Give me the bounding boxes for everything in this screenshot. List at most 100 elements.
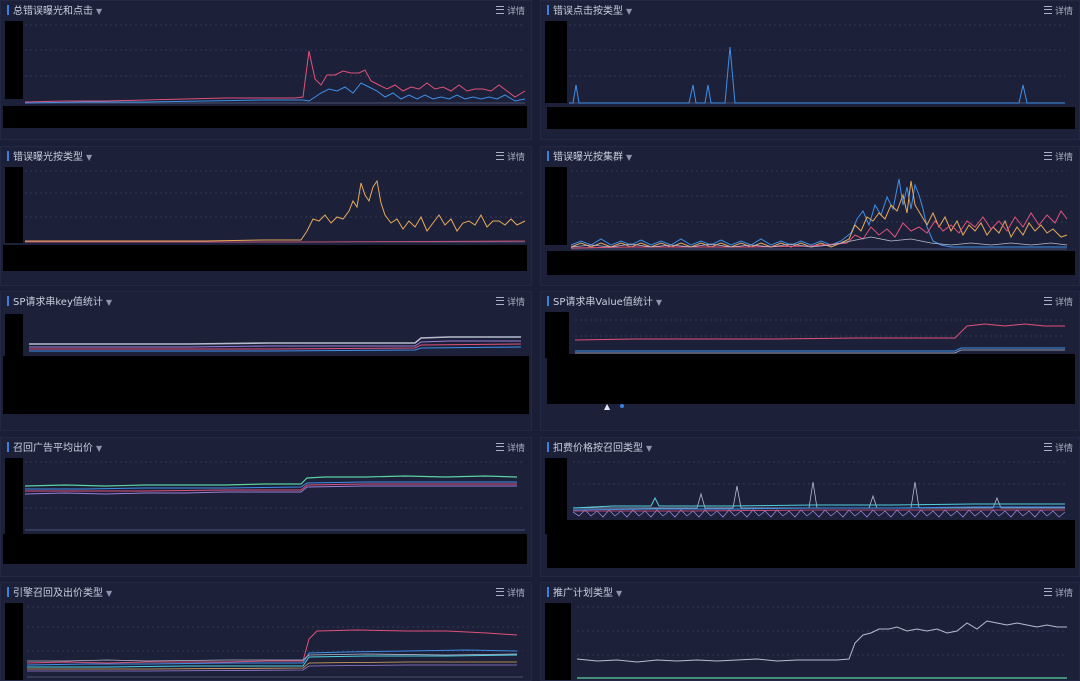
title-accent-bar (7, 587, 9, 597)
pagination-indicator[interactable]: ▲ (604, 401, 625, 413)
detail-button[interactable]: 详情 (495, 441, 525, 457)
panel-engine-recall-bid-type: 引擎召回及出价类型 ▼ 详情 (0, 582, 532, 681)
detail-button[interactable]: 详情 (1043, 295, 1073, 311)
detail-button[interactable]: 详情 (1043, 586, 1073, 602)
series-line-grey (575, 349, 1065, 354)
series-line-red (25, 240, 526, 243)
chevron-down-icon[interactable]: ▼ (616, 589, 623, 598)
panel-title[interactable]: 召回广告平均出价 ▼ (7, 441, 102, 457)
series-line-red (25, 483, 517, 492)
redacted-x-axis (547, 251, 1075, 275)
chart-plot (24, 24, 526, 104)
chart-plot (570, 170, 1068, 250)
title-accent-bar (547, 587, 549, 597)
detail-label: 详情 (1054, 298, 1073, 308)
redacted-y-axis (545, 312, 569, 358)
chevron-down-icon[interactable]: ▼ (86, 153, 93, 162)
series-line-purple (572, 509, 1066, 518)
redacted-y-axis (545, 603, 571, 680)
page-dot-icon[interactable] (620, 404, 625, 408)
panel-title-text: 错误曝光按类型 (13, 152, 83, 163)
chart-plot (572, 461, 1066, 518)
panel-title[interactable]: SP请求串Value值统计 ▼ (547, 295, 662, 311)
series-line-purple (24, 485, 517, 495)
detail-button[interactable]: 详情 (495, 150, 525, 166)
menu-lines-icon (495, 6, 504, 14)
series-line-red (26, 629, 518, 664)
redacted-y-axis (5, 314, 23, 356)
chevron-down-icon[interactable]: ▼ (626, 7, 633, 16)
chart-plot (29, 336, 522, 352)
chart-plot (574, 319, 1065, 354)
chevron-down-icon[interactable]: ▼ (96, 444, 103, 453)
series-line-blue (29, 346, 522, 352)
gridlines (575, 319, 1065, 337)
panel-title-text: 召回广告平均出价 (13, 443, 93, 454)
menu-lines-icon (495, 443, 504, 451)
chevron-down-icon[interactable]: ▼ (655, 298, 662, 307)
panel-title[interactable]: 扣费价格按召回类型 ▼ (547, 441, 652, 457)
chevron-down-icon[interactable]: ▼ (105, 298, 113, 307)
menu-lines-icon (1043, 297, 1052, 305)
gridlines (571, 170, 1067, 223)
series-line-orange (25, 179, 526, 242)
chart-plot (576, 606, 1067, 679)
gridlines (569, 24, 1065, 77)
panel-title[interactable]: SP请求串key值统计 ▼ (7, 295, 112, 311)
panel-title[interactable]: 错误曝光按集群 ▼ (547, 150, 632, 166)
redacted-x-axis (547, 107, 1075, 129)
panel-error-clicks-by-type: 错误点击按类型 ▼ 详情 (540, 0, 1080, 140)
detail-label: 详情 (506, 589, 525, 599)
gridlines (577, 606, 1067, 656)
detail-button[interactable]: 详情 (1043, 441, 1073, 457)
series-line-red (570, 210, 1068, 249)
detail-button[interactable]: 详情 (495, 586, 525, 602)
triangle-up-icon[interactable]: ▲ (604, 402, 611, 411)
detail-label: 详情 (506, 298, 525, 308)
series-line-red (24, 50, 526, 103)
redacted-y-axis (5, 603, 23, 680)
panel-title[interactable]: 引擎召回及出价类型 ▼ (7, 586, 112, 602)
panel-title[interactable]: 错误点击按类型 ▼ (547, 4, 632, 20)
title-accent-bar (7, 5, 9, 15)
menu-lines-icon (495, 297, 504, 305)
redacted-y-axis (545, 167, 567, 245)
gridlines (25, 170, 525, 218)
menu-lines-icon (1043, 588, 1052, 596)
detail-button[interactable]: 详情 (1043, 4, 1073, 20)
menu-lines-icon (1043, 443, 1052, 451)
chart-plot (26, 606, 523, 678)
detail-button[interactable]: 详情 (495, 4, 525, 20)
panel-title[interactable]: 总错误曝光和点击 ▼ (7, 4, 102, 20)
title-accent-bar (547, 5, 549, 15)
series-line-red (574, 323, 1065, 341)
detail-button[interactable]: 详情 (1043, 150, 1073, 166)
redacted-x-axis (3, 534, 527, 564)
redacted-x-axis (547, 520, 1075, 568)
panel-error-exposure-by-cluster: 错误曝光按集群 ▼ 详情 (540, 146, 1080, 286)
detail-label: 详情 (506, 7, 525, 17)
chevron-down-icon[interactable]: ▼ (626, 153, 633, 162)
chevron-down-icon[interactable]: ▼ (106, 589, 113, 598)
series-line-blue (570, 178, 1067, 248)
panel-total-error-exposure-clicks: 总错误曝光和点击 ▼ 详情 (0, 0, 532, 140)
panel-promotion-plan-type: 推广计划类型 ▼ 详情 (540, 582, 1080, 681)
redacted-y-axis (545, 458, 567, 534)
panel-title-text: SP请求串Value值统计 (553, 297, 653, 308)
detail-label: 详情 (1054, 589, 1073, 599)
series-line-red (573, 509, 1065, 512)
panel-title-text: 扣费价格按召回类型 (553, 443, 643, 454)
series-line-red (29, 343, 522, 350)
series-line-purple (29, 340, 521, 348)
panel-title[interactable]: 错误曝光按类型 ▼ (7, 150, 92, 166)
panel-title-text: 引擎召回及出价类型 (13, 588, 103, 599)
title-accent-bar (7, 442, 9, 452)
chevron-down-icon[interactable]: ▼ (96, 7, 103, 16)
chevron-down-icon[interactable]: ▼ (646, 444, 653, 453)
series-line-blue (25, 481, 517, 490)
panel-error-exposure-by-type: 错误曝光按类型 ▼ 详情 (0, 146, 532, 286)
series-line-grey (27, 653, 518, 662)
panel-title[interactable]: 推广计划类型 ▼ (547, 586, 622, 602)
detail-button[interactable]: 详情 (495, 295, 525, 311)
